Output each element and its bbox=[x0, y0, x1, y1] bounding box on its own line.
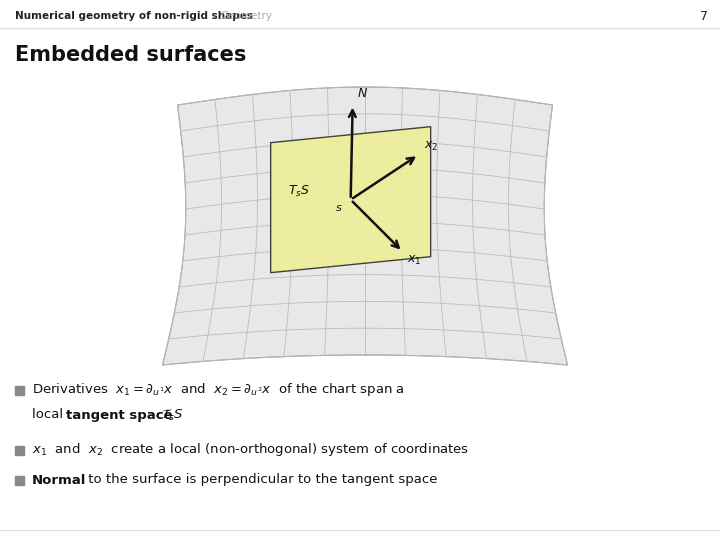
Text: Derivatives  $x_1 = \partial_{u^1}x$  and  $x_2 = \partial_{u^2}x$  of the chart: Derivatives $x_1 = \partial_{u^1}x$ and … bbox=[32, 381, 405, 399]
Bar bbox=[15, 386, 24, 395]
Text: local: local bbox=[32, 408, 68, 422]
Text: $x_2$: $x_2$ bbox=[423, 139, 438, 153]
Text: Normal: Normal bbox=[32, 474, 86, 487]
Text: Geometry: Geometry bbox=[220, 11, 272, 21]
Text: $x_1$: $x_1$ bbox=[407, 254, 421, 267]
Bar bbox=[15, 476, 24, 484]
Text: Embedded surfaces: Embedded surfaces bbox=[15, 45, 246, 65]
Text: $x_1$  and  $x_2$  create a local (non-orthogonal) system of coordinates: $x_1$ and $x_2$ create a local (non-orth… bbox=[32, 442, 469, 458]
Text: to the surface is perpendicular to the tangent space: to the surface is perpendicular to the t… bbox=[84, 474, 438, 487]
Text: tangent space: tangent space bbox=[66, 408, 173, 422]
Text: Numerical geometry of non-rigid shapes: Numerical geometry of non-rigid shapes bbox=[15, 11, 253, 21]
Bar bbox=[15, 446, 24, 455]
Polygon shape bbox=[271, 127, 431, 273]
Polygon shape bbox=[163, 87, 567, 365]
Text: 7: 7 bbox=[700, 10, 708, 23]
Text: $s$: $s$ bbox=[335, 202, 343, 213]
Text: $N$: $N$ bbox=[356, 86, 368, 100]
Text: $\mathcal{T}_sS$: $\mathcal{T}_sS$ bbox=[153, 408, 184, 422]
Text: $T_sS$: $T_sS$ bbox=[287, 184, 310, 199]
